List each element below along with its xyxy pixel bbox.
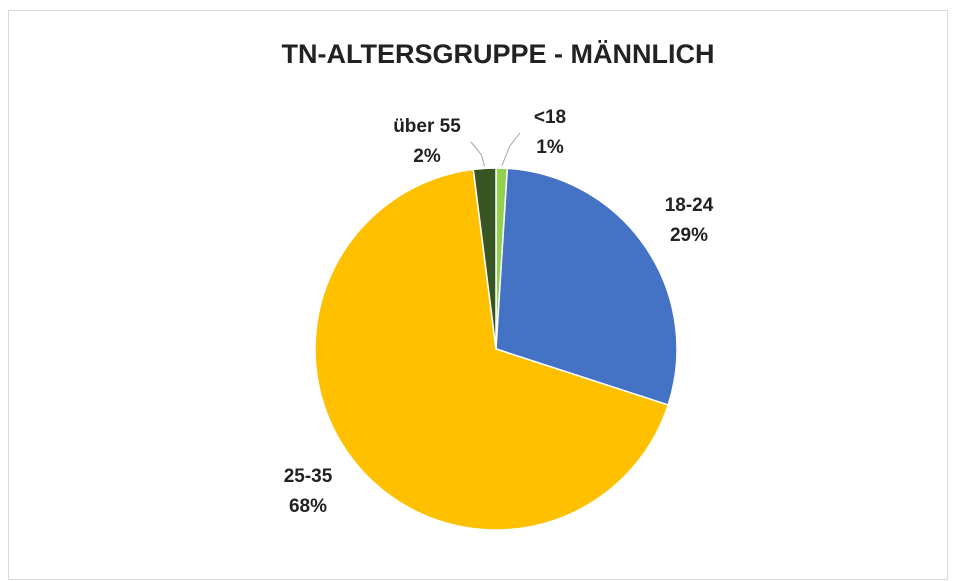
value-label: 29% <box>670 225 708 246</box>
value-label: 1% <box>536 137 564 158</box>
leader-line <box>470 141 485 167</box>
value-label: 2% <box>413 146 441 167</box>
category-label: 25-35 <box>284 466 333 487</box>
pie-slice <box>472 167 497 350</box>
category-label: über 55 <box>393 116 461 137</box>
leader-line <box>501 132 521 167</box>
category-label: <18 <box>534 107 566 128</box>
pie-slice <box>495 167 678 406</box>
pie-slice <box>314 168 670 531</box>
category-label: 18-24 <box>665 195 714 216</box>
chart-title: TN-ALTERSGRUPPE - MÄNNLICH <box>282 39 715 69</box>
value-label: 68% <box>289 496 327 517</box>
